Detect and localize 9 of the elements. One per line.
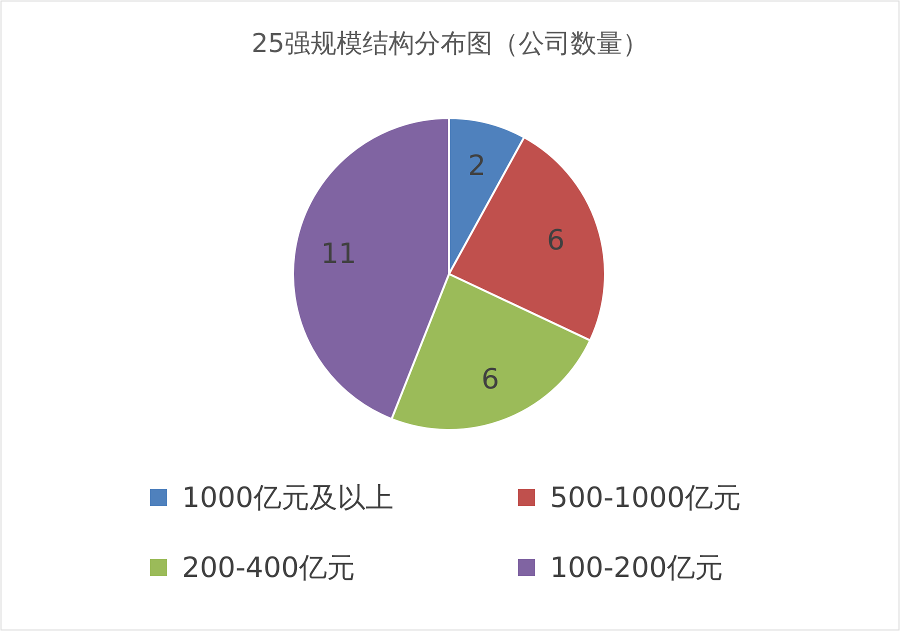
data-label: 2 xyxy=(468,149,486,182)
data-label: 11 xyxy=(320,236,356,270)
legend-label: 1000亿元及以上 xyxy=(182,481,394,514)
chart-title: 25强规模结构分布图（公司数量） xyxy=(251,29,649,59)
data-label: 6 xyxy=(546,223,565,256)
legend-label: 500-1000亿元 xyxy=(550,481,741,514)
data-label: 6 xyxy=(481,362,500,396)
legend-label: 200-400亿元 xyxy=(182,551,355,584)
legend-label: 100-200亿元 xyxy=(550,551,723,584)
